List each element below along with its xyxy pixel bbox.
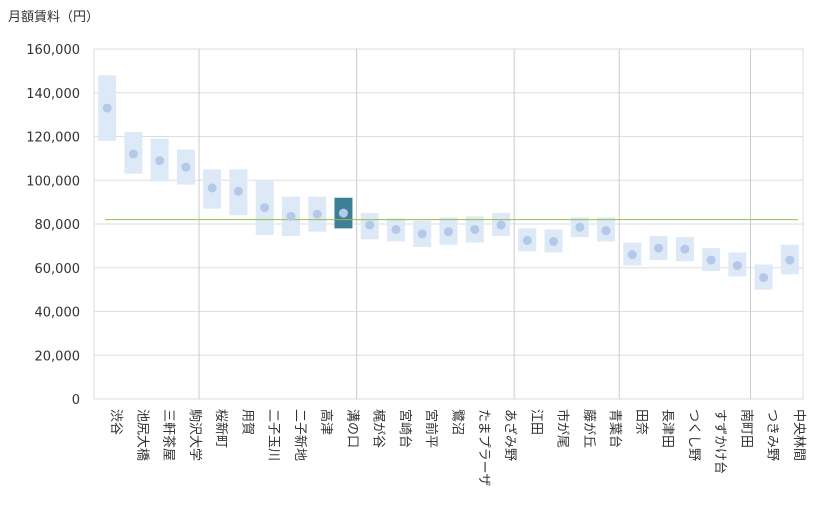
median-dot xyxy=(128,149,138,159)
median-dot xyxy=(312,209,322,219)
y-tick-label: 40,000 xyxy=(35,306,81,321)
median-dot xyxy=(706,255,716,265)
y-tick-label: 100,000 xyxy=(26,174,80,189)
median-dot xyxy=(338,208,348,218)
median-dot xyxy=(391,224,401,234)
x-tick-label: 中央林間 xyxy=(791,409,806,461)
x-tick-label: 長津田 xyxy=(660,409,675,448)
x-tick-label: 青葉台 xyxy=(607,409,622,448)
y-tick-label: 20,000 xyxy=(35,349,81,364)
y-tick-label: 140,000 xyxy=(26,87,80,102)
median-dot xyxy=(575,222,585,232)
median-dot xyxy=(785,255,795,265)
x-tick-label: 溝の口 xyxy=(344,409,359,448)
x-tick-label: 宮前平 xyxy=(423,409,439,448)
x-tick-label: 宮崎台 xyxy=(397,409,413,448)
median-dot xyxy=(549,237,559,246)
median-dot xyxy=(260,203,270,213)
x-tick-label: 江田 xyxy=(528,409,543,435)
x-tick-label: 池尻大橋 xyxy=(134,409,149,461)
x-tick-label: 用賀 xyxy=(239,409,254,435)
median-dot xyxy=(680,244,690,254)
y-tick-label: 60,000 xyxy=(35,262,81,277)
x-tick-label: 鷺沼 xyxy=(450,409,466,435)
median-dot xyxy=(233,186,243,196)
x-tick-label: 駒沢大学 xyxy=(187,409,203,461)
x-tick-label: 梶が谷 xyxy=(371,409,386,448)
x-tick-label: 市が尾 xyxy=(555,409,571,448)
median-dot xyxy=(207,183,217,193)
median-dot xyxy=(365,220,375,230)
y-tick-label: 160,000 xyxy=(26,43,80,58)
y-tick-label: 120,000 xyxy=(26,131,80,146)
median-dot xyxy=(601,226,611,236)
x-tick-label: 三軒茶屋 xyxy=(161,409,177,461)
median-dot xyxy=(759,273,769,283)
median-dot xyxy=(444,227,453,237)
median-dot xyxy=(155,156,165,166)
median-dot xyxy=(627,250,637,260)
median-dot xyxy=(102,103,112,113)
x-tick-label: たまプラーザ xyxy=(476,409,491,486)
median-dot xyxy=(417,229,427,239)
x-tick-label: つくし野 xyxy=(686,409,701,461)
y-tick-label: 0 xyxy=(72,393,80,408)
x-tick-label: つきみ野 xyxy=(765,409,780,461)
median-dot xyxy=(181,162,191,172)
x-tick-label: 桜新町 xyxy=(213,409,229,448)
y-tick-label: 80,000 xyxy=(35,218,81,233)
x-tick-label: 田奈 xyxy=(633,409,648,435)
median-dot xyxy=(286,211,296,221)
median-dot xyxy=(522,235,532,245)
x-tick-label: 南町田 xyxy=(738,409,754,448)
x-tick-label: すずかけ台 xyxy=(712,409,727,474)
median-dot xyxy=(732,261,742,271)
y-axis-title: 月額賃料（円） xyxy=(8,10,100,25)
median-dot xyxy=(654,243,664,253)
x-tick-label: 二子新地 xyxy=(292,409,308,461)
x-tick-label: 二子玉川 xyxy=(266,409,281,461)
median-dot xyxy=(470,224,480,234)
x-tick-label: 高津 xyxy=(318,409,334,435)
x-tick-label: 渋谷 xyxy=(108,409,123,435)
median-dot xyxy=(496,220,506,230)
x-tick-label: あざみ野 xyxy=(502,409,518,461)
x-tick-label: 藤が丘 xyxy=(581,409,596,448)
